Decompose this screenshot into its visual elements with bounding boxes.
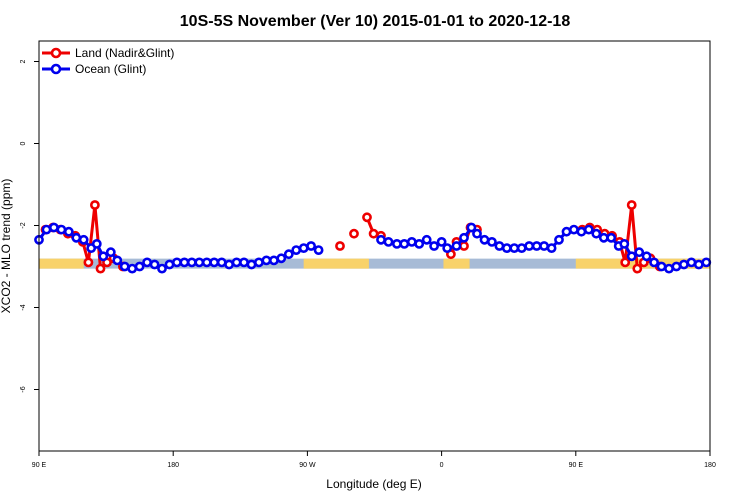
data-point bbox=[306, 241, 316, 251]
data-point bbox=[78, 234, 89, 245]
data-point bbox=[554, 234, 564, 245]
data-point bbox=[119, 261, 130, 272]
x-tick-label: 0 bbox=[440, 462, 444, 469]
x-axis-label: Longitude (deg E) bbox=[326, 477, 421, 491]
data-point bbox=[105, 247, 116, 258]
y-tick-label: -2 bbox=[20, 222, 27, 228]
x-tick-label: 180 bbox=[167, 462, 179, 469]
data-point bbox=[626, 251, 637, 262]
data-point bbox=[632, 263, 643, 274]
land-band-segment bbox=[39, 258, 84, 269]
data-point bbox=[414, 238, 425, 249]
data-point bbox=[486, 236, 497, 247]
legend-label: Land (Nadir&Glint) bbox=[75, 46, 174, 60]
series-layer bbox=[34, 200, 712, 274]
data-point bbox=[194, 257, 205, 268]
y-tick-label: -6 bbox=[20, 386, 27, 392]
data-point bbox=[91, 238, 102, 249]
plot-frame bbox=[38, 40, 711, 452]
data-point bbox=[671, 261, 682, 272]
data-point bbox=[693, 259, 704, 270]
data-point bbox=[261, 255, 272, 266]
data-point bbox=[472, 228, 482, 239]
data-point bbox=[283, 249, 294, 260]
land-band-segment bbox=[443, 258, 470, 269]
data-point bbox=[399, 238, 410, 249]
data-point bbox=[335, 241, 345, 251]
data-point bbox=[63, 226, 74, 237]
legend-marker bbox=[50, 47, 62, 59]
data-point bbox=[649, 257, 659, 268]
data-point bbox=[569, 224, 579, 235]
data-point bbox=[524, 241, 535, 251]
data-point bbox=[149, 259, 160, 270]
land-band-segment bbox=[303, 258, 369, 269]
data-point bbox=[459, 241, 469, 251]
data-point bbox=[619, 238, 630, 249]
data-point bbox=[276, 253, 287, 264]
data-point bbox=[349, 228, 359, 239]
y-tick-label: -4 bbox=[20, 304, 27, 310]
y-tick-label: 0 bbox=[20, 141, 27, 145]
legend: Land (Nadir&Glint) Ocean (Glint) bbox=[42, 46, 174, 76]
data-point bbox=[539, 241, 549, 251]
data-point bbox=[383, 236, 394, 247]
data-point bbox=[451, 241, 462, 251]
data-point bbox=[516, 243, 527, 253]
data-point bbox=[459, 232, 469, 243]
data-point bbox=[466, 222, 477, 233]
data-point bbox=[49, 222, 59, 233]
data-point bbox=[546, 243, 557, 253]
data-point bbox=[186, 257, 197, 268]
data-point bbox=[626, 200, 637, 210]
data-point bbox=[591, 228, 602, 239]
data-point bbox=[376, 234, 386, 245]
data-point bbox=[90, 200, 100, 210]
data-point bbox=[142, 257, 152, 268]
data-point bbox=[421, 234, 432, 245]
legend-label: Ocean (Glint) bbox=[75, 62, 146, 76]
data-point bbox=[157, 263, 167, 274]
x-axis: 90 E 180 90 W 0 90 E 180 bbox=[32, 451, 716, 469]
x-tick-label: 180 bbox=[704, 462, 716, 469]
data-point bbox=[701, 257, 712, 268]
x-tick-label: 90 E bbox=[569, 462, 584, 469]
data-point bbox=[620, 257, 631, 268]
data-point bbox=[134, 261, 145, 272]
data-point bbox=[112, 255, 123, 266]
data-point bbox=[98, 251, 109, 262]
y-axis-label: XCO2 - MLO trend (ppm) bbox=[0, 179, 13, 314]
data-point bbox=[95, 263, 106, 274]
y-axis: 2 0 -2 -4 -6 bbox=[20, 59, 39, 393]
data-point bbox=[171, 257, 182, 268]
data-point bbox=[436, 236, 447, 247]
data-point bbox=[71, 232, 82, 243]
data-point bbox=[83, 257, 94, 268]
data-point bbox=[209, 257, 220, 268]
chart-title: 10S-5S November (Ver 10) 2015-01-01 to 2… bbox=[180, 13, 571, 30]
data-point bbox=[679, 259, 689, 270]
data-point bbox=[291, 245, 302, 255]
data-point bbox=[656, 261, 667, 272]
y-tick-label: 2 bbox=[20, 59, 27, 63]
data-point bbox=[583, 224, 594, 235]
data-point bbox=[224, 259, 234, 270]
data-point bbox=[641, 251, 652, 262]
data-point bbox=[313, 245, 324, 255]
data-point bbox=[442, 243, 453, 253]
data-point bbox=[501, 243, 512, 253]
data-point bbox=[406, 236, 417, 247]
data-point bbox=[253, 257, 264, 268]
x-tick-label: 90 W bbox=[299, 462, 316, 469]
data-point bbox=[239, 257, 249, 268]
data-point bbox=[606, 232, 617, 243]
legend-marker bbox=[50, 63, 62, 75]
x-tick-label: 90 E bbox=[32, 462, 47, 469]
data-point bbox=[362, 212, 372, 223]
ocean-band bbox=[39, 258, 710, 269]
data-point bbox=[429, 241, 439, 251]
data-point bbox=[634, 247, 645, 258]
